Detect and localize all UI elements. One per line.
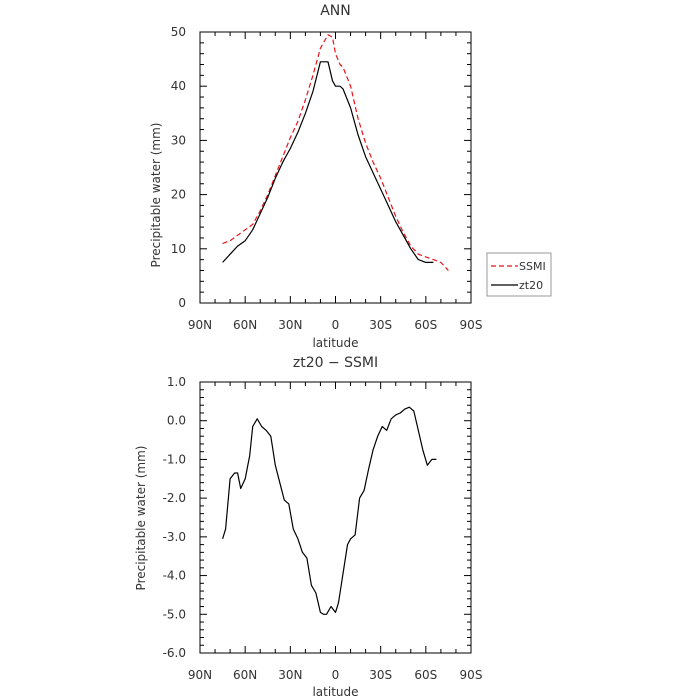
series-lines (222, 406, 437, 615)
y-tick-label: 50 (171, 25, 186, 39)
x-tick-label: 60S (414, 318, 437, 332)
axis-ticks: 90N 60N 30N 0 30S 60S 90S 0 10 20 30 40 50 (171, 25, 483, 332)
x-tick-label: 0 (332, 668, 340, 682)
y-tick-label: -2.0 (163, 491, 186, 505)
legend-box (486, 252, 552, 297)
y-tick-label: 0 (178, 296, 186, 310)
y-tick-label: 10 (171, 242, 186, 256)
y-tick-label: -3.0 (163, 530, 186, 544)
series-lines (222, 34, 449, 271)
y-tick-label: 40 (171, 79, 186, 93)
series-line-zt20 (222, 61, 434, 263)
legend-label-zt20: zt20 (519, 279, 543, 292)
y-tick-label: -1.0 (163, 452, 186, 466)
y-tick-label: 0.0 (167, 414, 186, 428)
x-tick-label: 90S (460, 318, 483, 332)
x-axis-label: latitude (312, 336, 358, 350)
legend-label-ssmi: SSMI (519, 260, 546, 273)
x-tick-label: 0 (332, 318, 340, 332)
y-axis-label: Precipitable water (mm) (149, 123, 163, 268)
y-tick-label: 30 (171, 133, 186, 147)
x-tick-label: 90N (188, 318, 212, 332)
top-panel-ann: ANN latitude Precipitable water (mm) 90N… (149, 3, 552, 350)
y-tick-label: 1.0 (167, 375, 186, 389)
x-tick-label: 30N (278, 668, 302, 682)
axis-ticks: 90N 60N 30N 0 30S 60S 90S 1.0 0.0 -1.0 -2.0 -3.0 -4.… (163, 375, 483, 682)
chart-title: zt20 − SSMI (293, 355, 378, 371)
series-line-ssmi (222, 34, 449, 271)
x-tick-label: 60N (233, 318, 257, 332)
x-tick-label: 30S (369, 318, 392, 332)
legend: SSMI zt20 (486, 252, 552, 297)
y-tick-label: -4.0 (163, 569, 186, 583)
chart-title: ANN (320, 3, 351, 19)
x-tick-label: 60S (414, 668, 437, 682)
y-tick-label: -5.0 (163, 607, 186, 621)
y-tick-label: 20 (171, 188, 186, 202)
x-tick-label: 60N (233, 668, 257, 682)
x-tick-label: 30N (278, 318, 302, 332)
plot-frame (199, 381, 472, 654)
y-axis-label: Precipitable water (mm) (134, 446, 148, 591)
x-tick-label: 90S (460, 668, 483, 682)
x-tick-label: 30S (369, 668, 392, 682)
plot-frame (199, 31, 472, 304)
bottom-panel-difference: zt20 − SSMI latitude Precipitable water … (134, 355, 482, 699)
x-axis-label: latitude (312, 685, 358, 699)
y-tick-label: -6.0 (163, 646, 186, 660)
series-line-difference (222, 406, 437, 615)
x-tick-label: 90N (188, 668, 212, 682)
